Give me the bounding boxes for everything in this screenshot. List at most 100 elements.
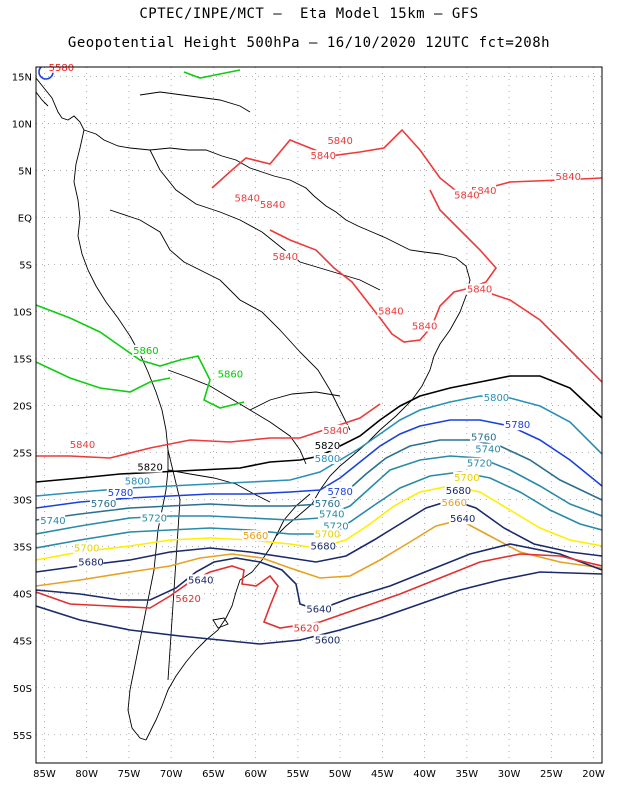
contour-label-5580: 5580 bbox=[49, 63, 74, 74]
lon-tick-label: 50W bbox=[329, 769, 352, 780]
contour-label-bg bbox=[326, 135, 353, 147]
contour-label-bg bbox=[440, 497, 467, 509]
lat-tick-label: 20S bbox=[13, 402, 32, 413]
contour-5660 bbox=[36, 519, 602, 587]
contour-5820 bbox=[36, 375, 602, 483]
contour-label-5820: 5820 bbox=[315, 441, 340, 452]
contour-label-5700: 5700 bbox=[315, 529, 340, 540]
contour-label-bg bbox=[453, 189, 480, 201]
contour-label-bg bbox=[89, 498, 116, 510]
contour-label-bg bbox=[470, 431, 497, 443]
contour-label-5800: 5800 bbox=[484, 393, 509, 404]
contour-label-5800: 5800 bbox=[315, 454, 340, 465]
contour-label-5720: 5720 bbox=[323, 522, 348, 533]
latitude-axis: 15N 10N 5N EQ 5S 10S 15S 20S 25S 30S 35S 40S 45S 50S 5… bbox=[12, 72, 32, 741]
contour-label-5840: 5840 bbox=[327, 136, 352, 147]
contour-label-5800: 5800 bbox=[125, 477, 150, 488]
contour-label-bg bbox=[482, 391, 509, 403]
contour-label-5720: 5720 bbox=[467, 459, 492, 470]
contour-label-bg bbox=[318, 508, 344, 520]
contour-label-bg bbox=[313, 498, 340, 510]
contour-label-bg bbox=[187, 574, 214, 586]
contour-label-5840: 5840 bbox=[556, 172, 581, 183]
lat-tick-label: 5N bbox=[18, 166, 32, 177]
contour-label-bg bbox=[326, 485, 353, 497]
contour-label-5740: 5740 bbox=[475, 445, 500, 456]
contour-label-bg bbox=[233, 192, 260, 204]
lat-tick-label: 30S bbox=[13, 496, 32, 507]
contour-label-bg bbox=[271, 250, 298, 262]
lon-tick-label: 80W bbox=[75, 769, 98, 780]
lat-lon-grid bbox=[36, 67, 602, 763]
lat-tick-label: 35S bbox=[13, 543, 32, 554]
contour-label-bg bbox=[68, 438, 95, 450]
contour-label-bg bbox=[140, 512, 167, 524]
map-frame bbox=[35, 66, 603, 764]
contour-label-5760: 5760 bbox=[471, 432, 496, 443]
contour-label-bg bbox=[106, 486, 133, 498]
contour-label-bg bbox=[136, 461, 163, 473]
lon-tick-label: 85W bbox=[33, 769, 56, 780]
lon-tick-label: 55W bbox=[287, 769, 310, 780]
contour-label-bg bbox=[448, 513, 475, 525]
contour-label-5640: 5640 bbox=[450, 514, 475, 525]
contour-5800 bbox=[36, 395, 602, 497]
contour-label-bg bbox=[503, 419, 530, 431]
contour-label-5740: 5740 bbox=[319, 510, 344, 521]
contour-label-bg bbox=[465, 283, 492, 295]
lat-tick-label: 15S bbox=[13, 355, 32, 366]
longitude-axis: 85W 80W 75W 70W 65W 60W 55W 50W 45W 40W 35W 30W 25W 2… bbox=[33, 769, 605, 780]
map-title-line-1: CPTEC/INPE/MCT – Eta Model 15km – GFS bbox=[139, 6, 479, 22]
contour-5720 bbox=[36, 471, 602, 549]
lat-tick-label: 40S bbox=[13, 590, 32, 601]
contour-label-5680: 5680 bbox=[311, 541, 336, 552]
contour-label-bg bbox=[474, 443, 501, 455]
contour-label-5840: 5840 bbox=[273, 252, 298, 263]
contour-label-bg bbox=[305, 603, 332, 615]
contour-label-bg bbox=[241, 530, 268, 542]
lat-tick-label: 50S bbox=[13, 684, 32, 695]
lat-tick-label: 15N bbox=[12, 72, 32, 83]
contour-label-5740: 5740 bbox=[40, 516, 65, 527]
contour-label-5820: 5820 bbox=[137, 462, 162, 473]
contour-label-bg bbox=[77, 556, 104, 568]
contour-5840-bay bbox=[269, 189, 498, 343]
lon-tick-label: 70W bbox=[160, 769, 183, 780]
contour-label-bg bbox=[465, 457, 492, 469]
contour-label-bg bbox=[132, 344, 159, 356]
contour-label-5640: 5640 bbox=[188, 575, 213, 586]
map-title-line-2: Geopotential Height 500hPa – 16/10/2020 … bbox=[67, 35, 551, 51]
contour-label-5720: 5720 bbox=[142, 513, 167, 524]
contour-label-5840: 5840 bbox=[311, 151, 336, 162]
contour-label-bg bbox=[123, 475, 150, 487]
contour-label-5840: 5840 bbox=[412, 321, 437, 332]
contour-label-5840: 5840 bbox=[467, 285, 492, 296]
contour-label-5680: 5680 bbox=[78, 557, 103, 568]
contour-5680 bbox=[36, 499, 602, 573]
lon-tick-label: 60W bbox=[244, 769, 267, 780]
lat-tick-label: 5S bbox=[19, 261, 32, 272]
contour-label-bg bbox=[313, 453, 340, 465]
contour-label-bg bbox=[470, 184, 497, 196]
contour-5840-north bbox=[211, 128, 602, 195]
contour-label-5840: 5840 bbox=[70, 440, 95, 451]
contour-label-5840: 5840 bbox=[235, 193, 260, 204]
lon-tick-label: 30W bbox=[498, 769, 521, 780]
contour-label-bg bbox=[444, 485, 471, 497]
contour-label-bg bbox=[313, 439, 340, 451]
lon-tick-label: 75W bbox=[118, 769, 141, 780]
contour-label-bg bbox=[292, 622, 319, 634]
contour-label-5620: 5620 bbox=[294, 623, 319, 634]
contour-label-5840: 5840 bbox=[378, 306, 403, 317]
contour-label-5640: 5640 bbox=[306, 605, 331, 616]
contour-5620 bbox=[36, 553, 602, 629]
lon-tick-label: 45W bbox=[371, 769, 394, 780]
contour-5700 bbox=[36, 485, 602, 561]
contour-label-5760: 5760 bbox=[315, 499, 340, 510]
lon-tick-label: 25W bbox=[540, 769, 563, 780]
contour-label-bg bbox=[174, 593, 201, 605]
contour-5760 bbox=[36, 439, 602, 521]
lat-tick-label: 55S bbox=[13, 731, 32, 742]
contour-label-bg bbox=[322, 424, 349, 436]
